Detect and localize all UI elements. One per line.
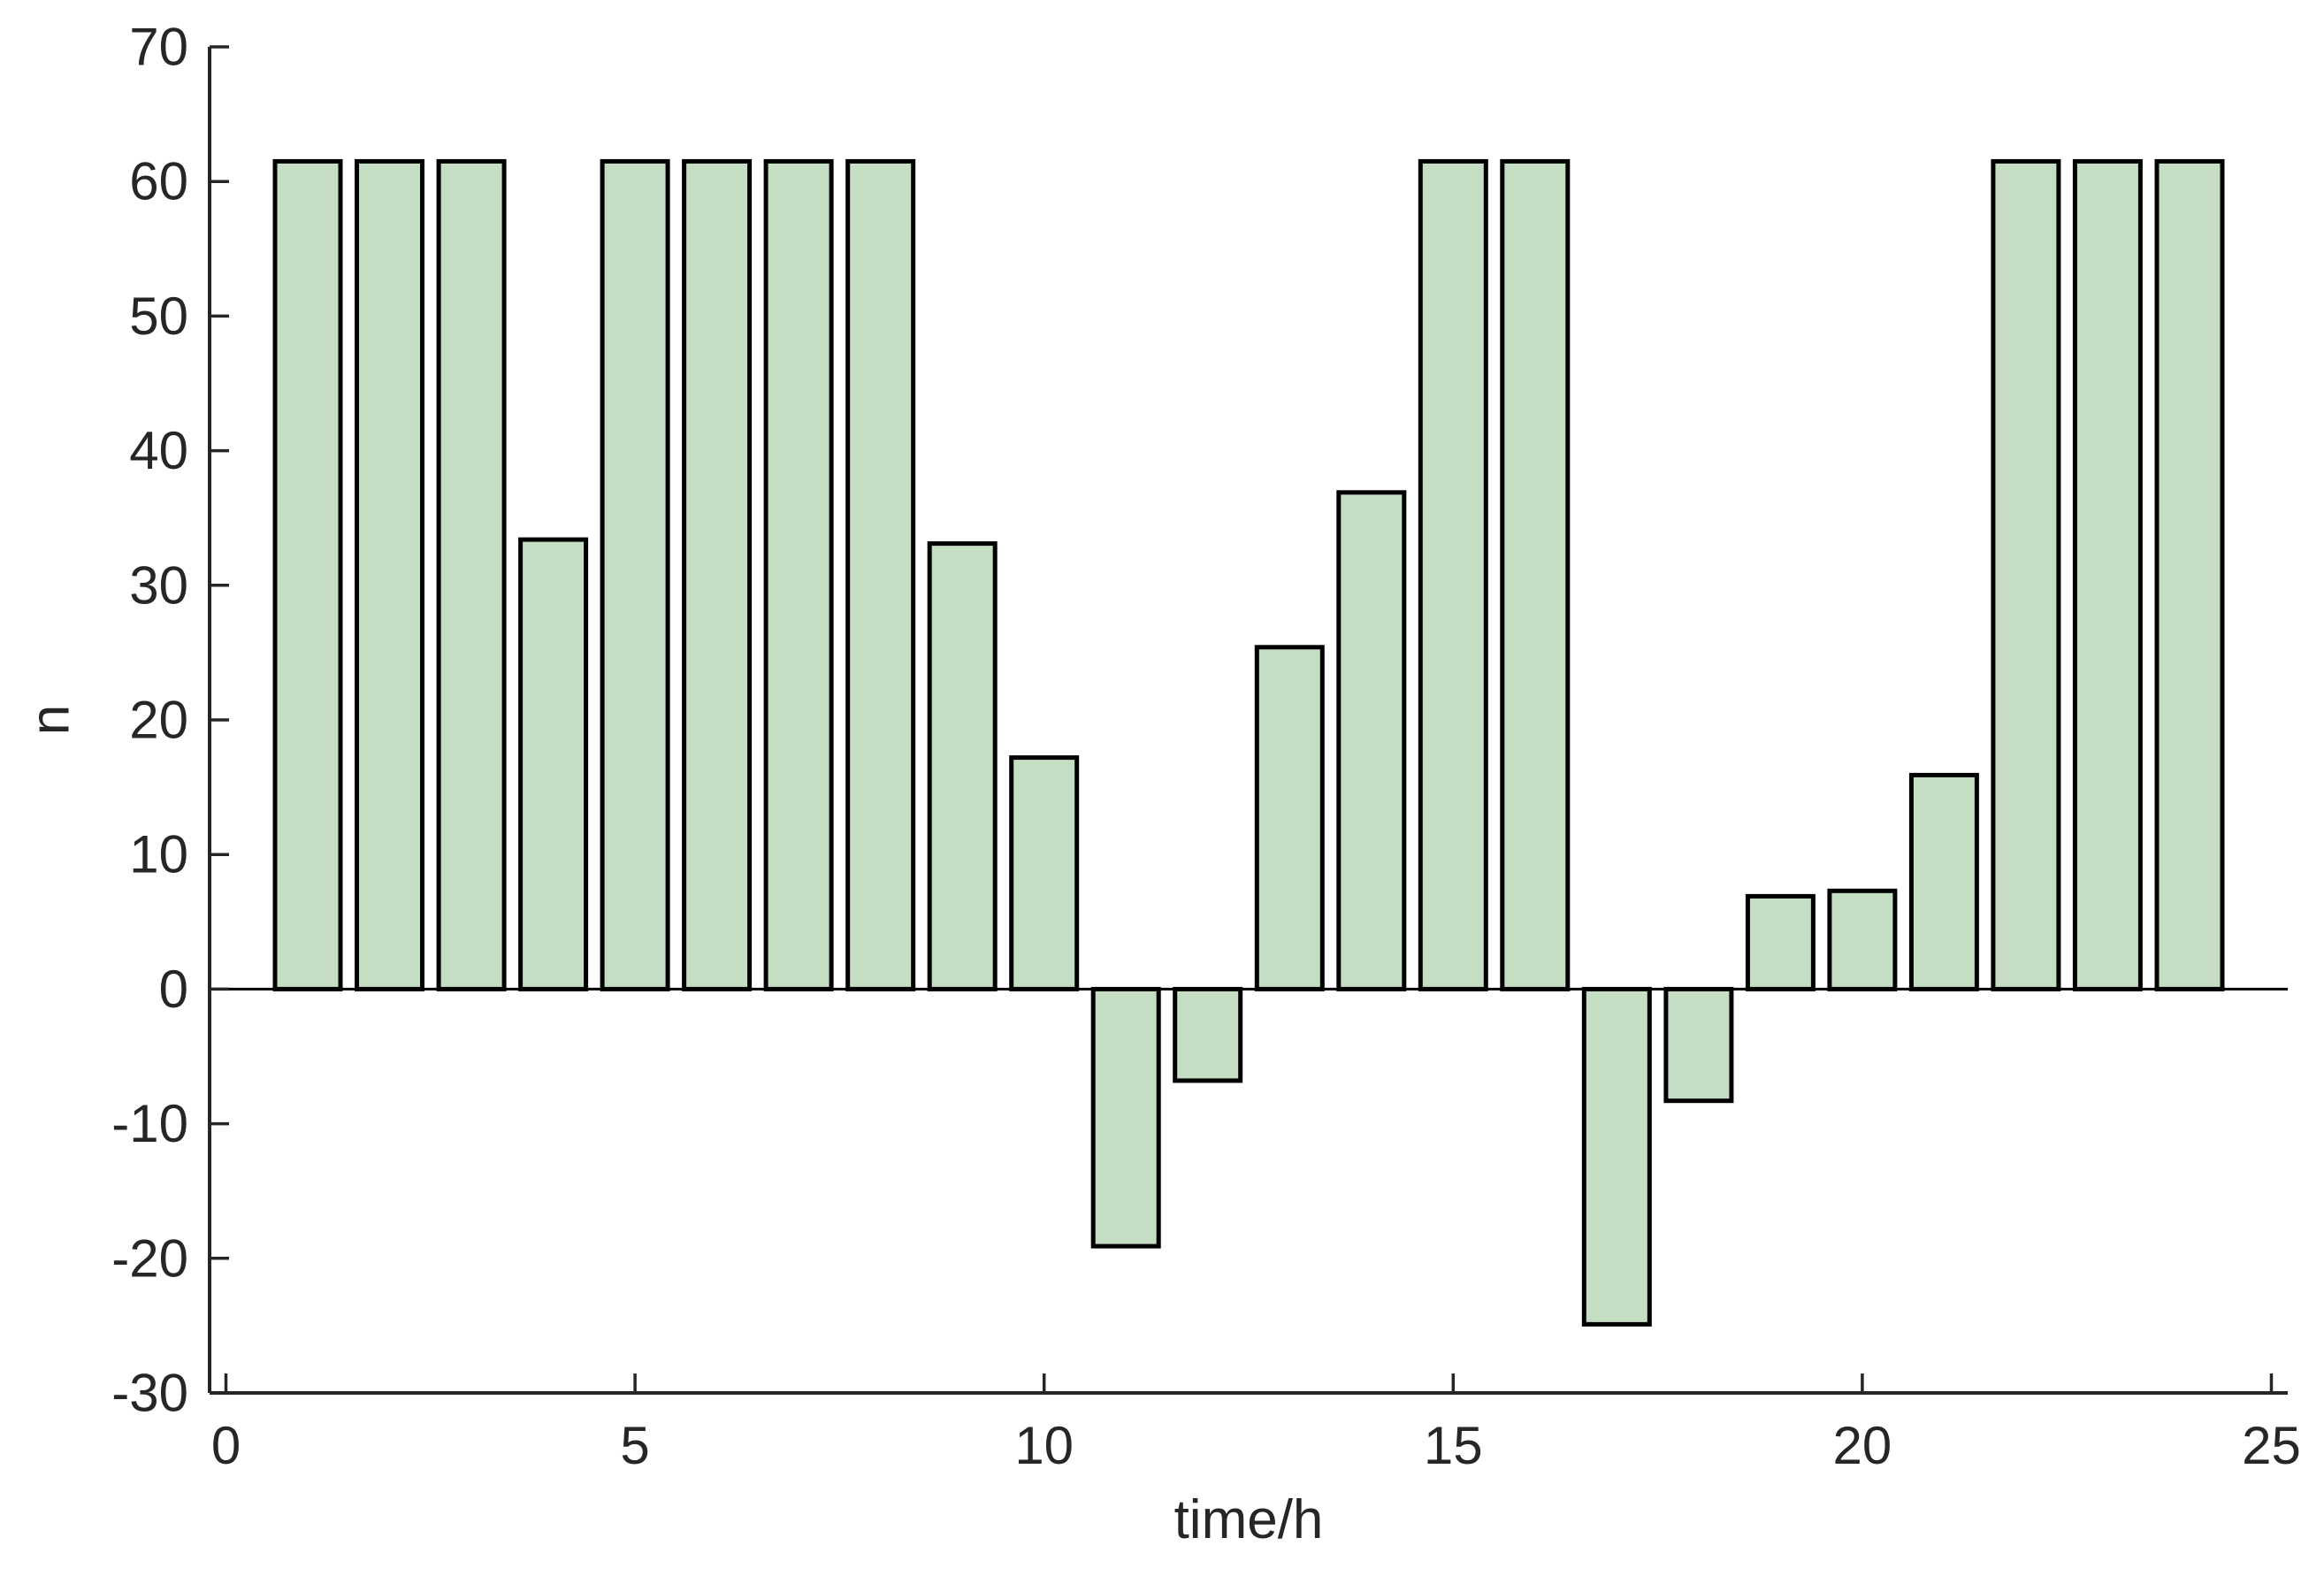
- y-tick-label: 10: [129, 825, 188, 884]
- bar-hour-1: [272, 158, 343, 991]
- y-tick-label: -30: [111, 1364, 188, 1423]
- bar-hour-6: [682, 158, 753, 991]
- bar-hour-23: [2072, 158, 2143, 991]
- y-axis: -30 -20 -10 0 10 20 30 40 50 60 70: [111, 18, 229, 1423]
- bar-hour-12: [1173, 986, 1243, 1083]
- x-tick-label: 5: [620, 1416, 649, 1475]
- y-tick-label: -20: [111, 1228, 188, 1288]
- bar-hour-22: [1991, 158, 2061, 991]
- bar-hour-11: [1090, 986, 1161, 1249]
- bar-hour-4: [518, 537, 589, 991]
- bar-hour-14: [1336, 490, 1407, 991]
- y-tick-label: 60: [129, 152, 188, 211]
- y-tick-label: 70: [129, 18, 188, 77]
- bar-hour-10: [1009, 755, 1080, 991]
- x-axis: 0 5 10 15 20 25: [210, 1373, 2301, 1475]
- bar-hour-17: [1581, 986, 1652, 1327]
- bar-hour-15: [1418, 158, 1488, 991]
- y-tick-label: 50: [129, 287, 188, 346]
- bar-hour-16: [1500, 158, 1571, 991]
- x-tick-label: 20: [1833, 1416, 1892, 1475]
- bar-hour-9: [927, 541, 998, 991]
- y-tick-label: -10: [111, 1094, 188, 1153]
- bar-hour-19: [1745, 893, 1816, 991]
- bar-hour-7: [763, 158, 834, 991]
- bar-hour-5: [600, 158, 670, 991]
- x-tick-label: 10: [1014, 1416, 1074, 1475]
- y-tick-label: 40: [129, 421, 188, 480]
- bar-hour-13: [1254, 645, 1325, 991]
- y-tick-label: 0: [159, 960, 188, 1019]
- x-tick-label: 25: [2242, 1416, 2301, 1475]
- bar-hour-20: [1827, 888, 1898, 991]
- bar-hour-18: [1663, 986, 1734, 1104]
- bar-hour-8: [845, 158, 916, 991]
- x-tick-label: 15: [1424, 1416, 1483, 1475]
- x-axis-label: time/h: [1174, 1489, 1324, 1550]
- bar-hour-3: [436, 158, 507, 991]
- bar-hour-2: [355, 158, 424, 991]
- bar-hour-21: [1908, 772, 1979, 991]
- x-tick-label: 0: [211, 1416, 241, 1475]
- bar-hour-24: [2154, 158, 2225, 991]
- y-tick-label: 30: [129, 555, 188, 615]
- y-tick-label: 20: [129, 691, 188, 750]
- bars: [272, 158, 2225, 1327]
- y-axis-label: n: [20, 705, 81, 735]
